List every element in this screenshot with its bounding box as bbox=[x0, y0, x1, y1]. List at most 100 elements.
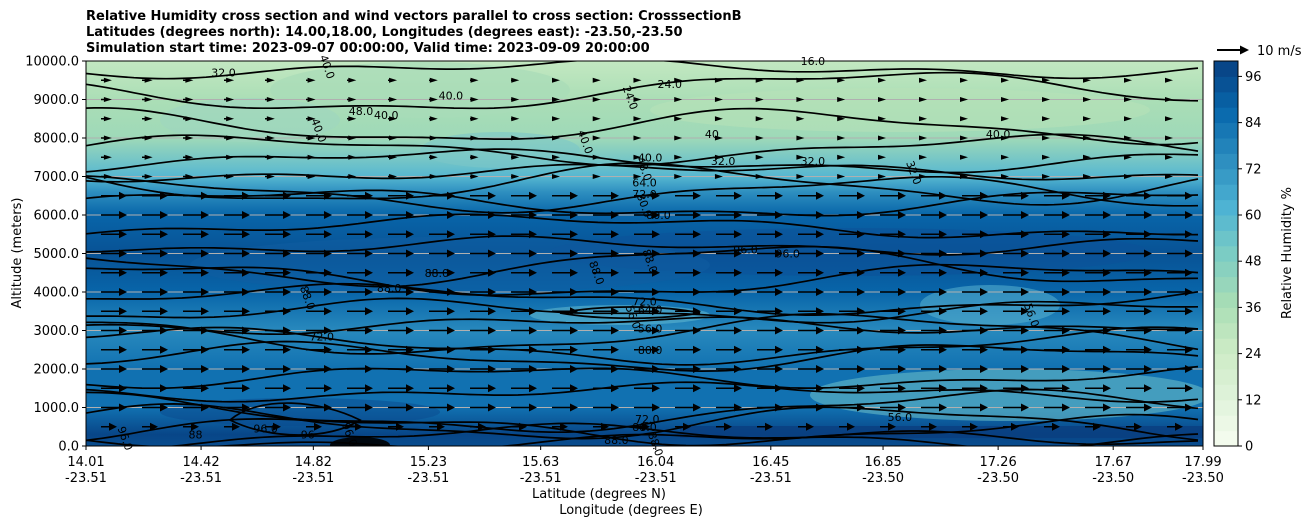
wind-vector-head bbox=[980, 249, 988, 258]
wind-vector-head bbox=[939, 211, 947, 219]
wind-vector-head bbox=[939, 326, 947, 335]
wind-vector-head bbox=[1124, 135, 1132, 141]
humidity-blob bbox=[270, 62, 570, 118]
humidity-blob bbox=[810, 369, 1203, 421]
wind-vector-head bbox=[1021, 288, 1029, 296]
wind-vector-head bbox=[1185, 345, 1193, 354]
wind-vector-head bbox=[103, 174, 112, 179]
wind-vector-head bbox=[898, 288, 906, 296]
wind-vector-head bbox=[1103, 191, 1111, 200]
wind-vector-head bbox=[714, 174, 723, 179]
wind-vector-head bbox=[919, 97, 927, 102]
wind-vector-head bbox=[242, 307, 250, 316]
wind-vector-head bbox=[406, 384, 414, 393]
wind-vector-head bbox=[1062, 345, 1070, 354]
wind-vector-head bbox=[1165, 174, 1173, 179]
wind-vector-head bbox=[857, 288, 865, 296]
wind-vector-head bbox=[857, 191, 865, 200]
wind-vector-head bbox=[1144, 384, 1152, 393]
colorbar-band bbox=[1214, 230, 1238, 247]
colorbar-band bbox=[1214, 353, 1238, 370]
colorbar-band bbox=[1214, 61, 1238, 77]
wind-vector-head bbox=[1165, 116, 1173, 122]
wind-vector-head bbox=[633, 97, 642, 102]
wind-vector-head bbox=[1144, 345, 1152, 354]
contour-label: 96.0 bbox=[253, 423, 278, 436]
x-tick-label-lon: -23.50 bbox=[1182, 471, 1224, 486]
wind-vector-head bbox=[1021, 307, 1029, 316]
wind-vector-head bbox=[693, 403, 701, 412]
wind-vector-head bbox=[674, 77, 683, 83]
wind-vector-head bbox=[429, 135, 438, 141]
wind-vector-head bbox=[185, 174, 194, 179]
wind-vector-head bbox=[980, 403, 988, 412]
wind-vector-head bbox=[898, 211, 906, 219]
y-tick-label: 3000.0 bbox=[34, 324, 80, 339]
wind-vector-head bbox=[1062, 230, 1070, 239]
wind-vector-head bbox=[160, 365, 168, 373]
quiver-key: 10 m/s bbox=[1217, 44, 1302, 59]
wind-vector-head bbox=[693, 191, 701, 200]
wind-vector-head bbox=[283, 191, 291, 200]
wind-vector-head bbox=[898, 249, 906, 258]
wind-vector-head bbox=[160, 307, 168, 316]
wind-vector-head bbox=[389, 97, 398, 102]
wind-vector-head bbox=[939, 249, 947, 258]
colorbar: 0 12 24 36 48 60 72 84 96 Relative Humidity % bbox=[1213, 60, 1295, 455]
wind-vector-head bbox=[242, 268, 250, 277]
y-tick-label: 5000.0 bbox=[34, 247, 80, 262]
x-axis: 14.01-23.5114.42-23.5114.82-23.5115.23-2… bbox=[65, 446, 1224, 486]
wind-vector-head bbox=[488, 288, 496, 296]
wind-vector-head bbox=[1124, 116, 1132, 122]
wind-vector-head bbox=[429, 116, 438, 122]
wind-vector-head bbox=[201, 191, 209, 200]
y-tick-label: 10000.0 bbox=[25, 55, 79, 70]
wind-vector-head bbox=[160, 384, 168, 393]
wind-vector-head bbox=[1062, 307, 1070, 316]
contour-label: 40.0 bbox=[439, 90, 464, 103]
wind-vector-head bbox=[929, 422, 937, 431]
wind-vector-head bbox=[939, 365, 947, 373]
wind-vector-head bbox=[898, 230, 906, 239]
wind-vector-head bbox=[242, 365, 250, 373]
wind-vector-head bbox=[266, 174, 275, 179]
wind-vector-head bbox=[1124, 174, 1132, 179]
quiver-key-arrow-head bbox=[1240, 45, 1249, 55]
wind-vector-head bbox=[119, 365, 127, 373]
wind-vector-head bbox=[242, 326, 250, 335]
wind-vector-head bbox=[355, 422, 363, 431]
contour-label: 72.0 bbox=[309, 330, 334, 343]
wind-vector-head bbox=[348, 116, 357, 122]
wind-vector-head bbox=[226, 97, 235, 102]
wind-vector-head bbox=[570, 249, 578, 258]
wind-vector-head bbox=[898, 326, 906, 335]
wind-vector-head bbox=[816, 211, 824, 219]
y-tick-label: 1000.0 bbox=[34, 401, 80, 416]
wind-vector-head bbox=[1021, 326, 1029, 335]
x-tick-label-lon: -23.51 bbox=[180, 471, 222, 486]
wind-vector-head bbox=[898, 345, 906, 354]
wind-vector-head bbox=[226, 116, 235, 122]
wind-vector-head bbox=[1165, 77, 1173, 83]
wind-vector-head bbox=[242, 211, 250, 219]
contour-label: 88.0 bbox=[632, 421, 657, 434]
wind-vector-head bbox=[307, 135, 316, 141]
wind-vector-head bbox=[674, 154, 683, 160]
contour-line bbox=[86, 365, 1199, 390]
wind-vector-head bbox=[470, 97, 479, 102]
wind-vector-head bbox=[878, 154, 886, 160]
contour-label: 24.0 bbox=[658, 78, 683, 91]
wind-vector-head bbox=[160, 403, 168, 412]
x-tick-label-lon: -23.50 bbox=[977, 471, 1019, 486]
wind-vector-head bbox=[365, 288, 373, 296]
wind-vector-head bbox=[755, 174, 764, 179]
wind-vector-head bbox=[755, 77, 764, 83]
wind-vector-head bbox=[837, 116, 846, 122]
wind-vector-head bbox=[980, 345, 988, 354]
wind-vector-head bbox=[119, 249, 127, 258]
wind-vector-head bbox=[201, 268, 209, 277]
wind-vector-head bbox=[551, 77, 560, 83]
wind-vector-head bbox=[693, 326, 701, 335]
contour-label: 64.0 bbox=[632, 176, 657, 189]
